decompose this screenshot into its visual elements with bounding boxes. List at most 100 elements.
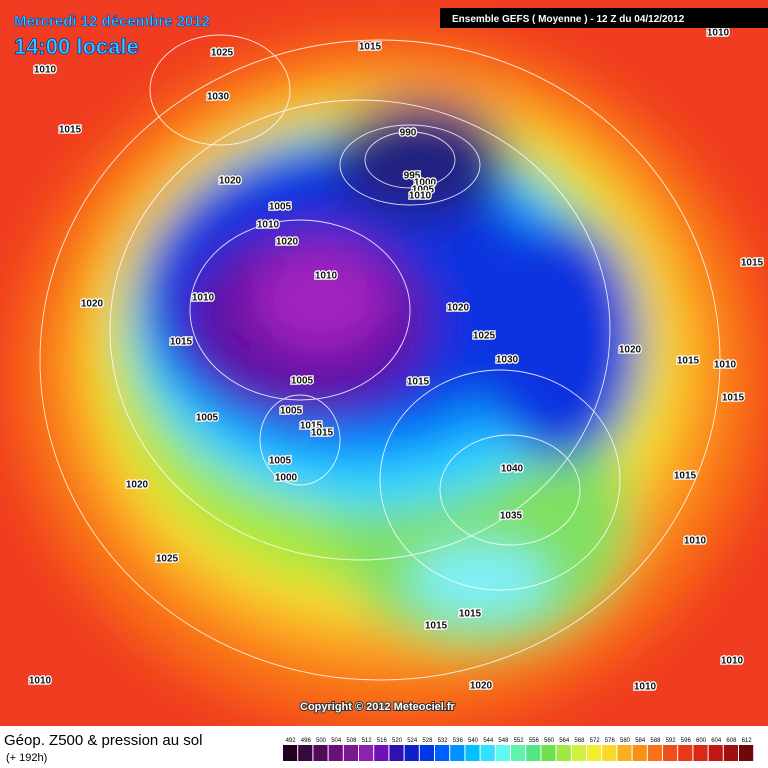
scale-swatch [343,745,358,761]
scale-swatch [556,745,571,761]
scale-label: 552 [514,738,525,744]
scale-swatch [404,745,419,761]
isobar-label: 1020 [276,237,299,248]
isobar-label: 1010 [634,682,657,693]
scale-swatch [587,745,602,761]
isobar-label: 1020 [81,299,104,310]
copyright: Copyright © 2012 Meteociel.fr [300,701,456,713]
scale-swatch [328,745,343,761]
isobar-label: 1010 [721,656,744,667]
scale-label: 608 [726,738,737,744]
isobar-label: 1015 [741,258,764,269]
scale-label: 592 [666,738,677,744]
scale-label: 492 [286,738,297,744]
isobar-label: 1010 [714,360,737,371]
scale-swatch [298,745,313,761]
scale-swatch [693,745,708,761]
scale-label: 576 [605,738,616,744]
date: Mercredi 12 décembre 2012 [14,13,210,30]
scale-label: 612 [742,738,753,744]
isobar-label: 1005 [280,406,303,417]
isobar-label: 995 [404,171,421,182]
isobar-label: 1010 [315,271,338,282]
isobar-label: 1000 [275,473,298,484]
isobar-label: 990 [400,128,417,139]
scale-label: 532 [438,738,449,744]
isobar-label: 1010 [29,676,52,687]
scale-label: 528 [422,738,433,744]
isobar-label: 1010 [409,191,432,202]
scale-label: 500 [316,738,327,744]
scale-label: 568 [574,738,585,744]
time: 14:00 locale [14,34,139,59]
isobar-label: 1015 [300,421,323,432]
isobar-label: 1020 [619,345,642,356]
isobar-label: 1015 [407,377,430,388]
height-field [0,0,768,726]
scale-label: 584 [635,738,646,744]
isobar-label: 1015 [311,428,334,439]
isobar-label: 1020 [126,480,149,491]
scale-label: 604 [711,738,722,744]
isobar-label: 1005 [412,185,435,196]
scale-swatch [374,745,389,761]
color-scale: 492 496 500 504 508 512 516 520 524 528 532 536 540 5… [283,738,754,761]
scale-swatch [541,745,556,761]
isobar-label: 1020 [219,176,242,187]
scale-swatch [647,745,662,761]
scale-swatch [526,745,541,761]
scale-swatch [602,745,617,761]
scale-swatch [419,745,434,761]
scale-label: 556 [529,738,540,744]
isobar-label: 1015 [425,621,448,632]
scale-swatch [465,745,480,761]
scale-swatch [632,745,647,761]
scale-swatch [450,745,465,761]
scale-label: 596 [681,738,692,744]
isobar-label: 1015 [677,356,700,367]
isobar-label: 1030 [207,92,230,103]
scale-swatch [511,745,526,761]
scale-swatch [739,745,754,761]
isobar-label: 1005 [196,413,219,424]
scale-swatch [389,745,404,761]
scale-swatch [283,745,298,761]
scale-swatch [313,745,328,761]
isobar-label: 1015 [459,609,482,620]
scale-label: 536 [453,738,464,744]
isobar-label: 1000 [414,178,437,189]
isobar-label: 1010 [34,65,57,76]
scale-label: 496 [301,738,312,744]
scale-label: 504 [331,738,342,744]
scale-swatch [723,745,738,761]
scale-swatch [495,745,510,761]
scale-label: 516 [377,738,388,744]
isobar-label: 1015 [674,471,697,482]
isobar-label: 1015 [170,337,193,348]
header-box [440,8,768,28]
isobar-label: 1005 [291,376,314,387]
isobar-label: 1040 [501,464,524,475]
scale-label: 508 [346,738,357,744]
scale-swatch [617,745,632,761]
scale-label: 572 [590,738,601,744]
isobar-label: 1015 [59,125,82,136]
scale-label: 540 [468,738,479,744]
scale-label: 600 [696,738,707,744]
isobar-label: 1015 [359,42,382,53]
model-run: Ensemble GEFS ( Moyenne ) - 12 Z du 04/1… [452,14,685,25]
scale-label: 588 [650,738,661,744]
scale-swatch [435,745,450,761]
footer-lead: (+ 192h) [6,752,47,764]
scale-swatch [678,745,693,761]
isobar-label: 1025 [473,331,496,342]
scale-label: 544 [483,738,494,744]
isobar-label: 1005 [269,202,292,213]
scale-label: 520 [392,738,403,744]
isobar-label: 1035 [500,511,523,522]
scale-label: 564 [559,738,570,744]
scale-swatch [359,745,374,761]
scale-swatch [663,745,678,761]
